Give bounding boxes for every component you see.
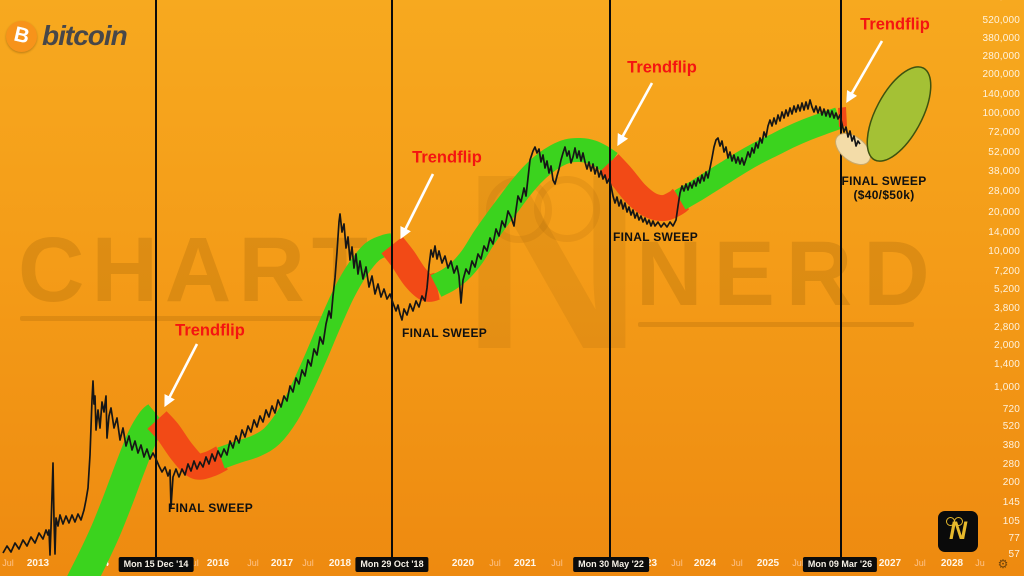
projection-ellipse-olive (866, 66, 932, 162)
time-axis-label: 2020 (451, 558, 475, 569)
price-axis-label: 2,000 (993, 340, 1020, 351)
time-axis-label: Jul (731, 558, 743, 568)
price-axis-label: 720 (1002, 404, 1020, 415)
watermark-chart: CHART (18, 219, 375, 321)
watermark-glasses-ring (534, 176, 600, 242)
time-axis-label: Jul (914, 558, 926, 568)
price-axis-label: 380,000 (982, 33, 1020, 44)
price-axis-label: 5,200 (993, 284, 1020, 295)
price-axis-label: 145 (1002, 497, 1020, 508)
time-axis-label: 2017 (270, 558, 294, 569)
time-axis-label: 2018 (328, 558, 352, 569)
time-axis-label: Jul (247, 558, 259, 568)
price-axis-label: 7,200 (993, 266, 1020, 277)
projection-ellipse-beige (835, 132, 871, 166)
price-axis-label: 20,000 (988, 207, 1020, 218)
trend-band-segment-red (599, 154, 690, 222)
final-sweep-label: FINAL SWEEP (402, 326, 488, 341)
trendflip-arrow-icon (617, 82, 654, 147)
price-axis-label: 14,000 (988, 227, 1020, 238)
trendflip-arrow-icon (846, 40, 884, 104)
trendflip-label: Trendflip (627, 58, 697, 77)
date-marker-box: Mon 30 May '22 (573, 557, 649, 572)
time-axis-label: 2028 (940, 558, 964, 569)
price-axis-label: 280 (1002, 459, 1020, 470)
price-axis-label: 105 (1002, 516, 1020, 527)
watermark-underline-left (20, 316, 332, 321)
time-axis-label: Jul (671, 558, 683, 568)
final-sweep-line: FINAL SWEEP (402, 326, 488, 340)
time-axis-label: 2024 (693, 558, 717, 569)
price-axis-label: 72,000 (988, 127, 1020, 138)
trend-band-segment-red (381, 236, 442, 302)
price-axis-label: 380 (1002, 440, 1020, 451)
watermark-nerd: NERD (636, 223, 941, 325)
price-axis-label: 1,000 (993, 382, 1020, 393)
trendflip-label: Trendflip (412, 148, 482, 167)
time-axis-label: 2013 (26, 558, 50, 569)
price-axis-label: 10,000 (988, 246, 1020, 257)
final-sweep-line: FINAL SWEEP (613, 230, 699, 244)
watermark-underline-right (638, 322, 914, 327)
final-sweep-label: FINAL SWEEP (613, 230, 699, 245)
price-axis-label: 3,800 (993, 303, 1020, 314)
brand-text: bitcoin (42, 20, 128, 51)
price-axis-label: 28,000 (988, 186, 1020, 197)
trend-band-segment-green (217, 233, 396, 469)
trendflip-arrow-icon (164, 343, 199, 408)
trend-band-segment-green (674, 107, 843, 210)
trend-band-segment-green (430, 137, 618, 297)
price-axis-label: 720,000 (936, 0, 1020, 2)
date-marker-box: Mon 29 Oct '18 (355, 557, 429, 572)
price-axis-label: 280,000 (982, 51, 1020, 62)
price-line (2, 99, 861, 556)
bitcoin-logo: B bitcoin (6, 20, 128, 52)
nerd-glasses-icon (954, 517, 963, 526)
time-axis-label: 2016 (206, 558, 230, 569)
time-axis-label: Jul (489, 558, 501, 568)
gear-icon[interactable]: ⚙ (997, 557, 1009, 571)
price-axis-label: 200 (1002, 477, 1020, 488)
price-axis-label: 52,000 (988, 147, 1020, 158)
trend-band-segment-red (147, 411, 229, 480)
final-sweep-label: FINAL SWEEP ($40/$50k) (841, 174, 927, 202)
final-sweep-line: FINAL SWEEP (168, 501, 254, 515)
price-axis-label: 200,000 (982, 69, 1020, 80)
final-sweep-line: ($40/$50k) (853, 187, 915, 202)
time-axis-label: Jul (302, 558, 314, 568)
trendflip-label: Trendflip (175, 321, 245, 340)
price-axis-label: 77 (1008, 533, 1020, 544)
price-axis-label: 520,000 (982, 15, 1020, 26)
time-axis-label: Ju (975, 558, 985, 568)
price-axis-label: 38,000 (988, 166, 1020, 177)
time-axis-label: 2021 (513, 558, 537, 569)
bitcoin-coin-icon: B (6, 20, 37, 52)
trendflip-label: Trendflip (860, 15, 930, 34)
trendflip-arrow-icon (400, 173, 435, 240)
time-axis-label: Jul (551, 558, 563, 568)
price-axis-label: 57 (1008, 549, 1020, 560)
final-sweep-line: FINAL SWEEP (841, 174, 927, 188)
time-axis-label: Jul (792, 558, 804, 568)
price-axis-label: 100,000 (982, 108, 1020, 119)
time-axis-label: Jul (2, 558, 14, 568)
trend-band-segment-green (67, 403, 168, 576)
final-sweep-label: FINAL SWEEP (168, 501, 254, 516)
price-axis-label: 1,400 (993, 359, 1020, 370)
price-axis-label: 2,800 (993, 322, 1020, 333)
time-axis-label: 2025 (756, 558, 780, 569)
time-axis-label: 2027 (878, 558, 902, 569)
chart-nerd-logo: N (938, 511, 978, 552)
price-axis-label: 520 (1002, 421, 1020, 432)
date-marker-box: Mon 09 Mar '26 (802, 557, 878, 572)
price-axis-label: 140,000 (982, 89, 1020, 100)
date-marker-box: Mon 15 Dec '14 (118, 557, 194, 572)
